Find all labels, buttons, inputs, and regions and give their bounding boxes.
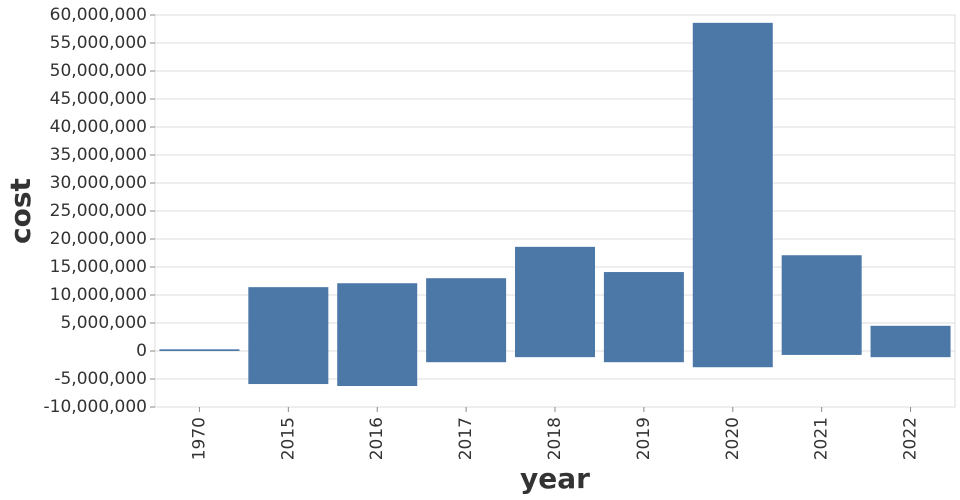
y-tick-label: 10,000,000 <box>50 285 147 305</box>
y-tick-label: 40,000,000 <box>50 117 147 137</box>
bar <box>603 272 684 351</box>
y-tick-label: 20,000,000 <box>50 229 147 249</box>
bar <box>337 283 418 351</box>
y-tick-label: 15,000,000 <box>50 257 147 277</box>
bar <box>692 22 773 352</box>
bar <box>248 351 329 385</box>
bar <box>426 351 507 363</box>
bar <box>870 351 951 358</box>
bar <box>159 349 240 351</box>
y-tick-label: -10,000,000 <box>44 397 147 417</box>
y-tick-label: 45,000,000 <box>50 89 147 109</box>
bar <box>870 325 951 351</box>
y-tick-label: 35,000,000 <box>50 145 147 165</box>
y-tick-label: 50,000,000 <box>50 61 147 81</box>
x-tick-label: 2017 <box>456 417 476 460</box>
bar <box>603 351 684 363</box>
x-tick-label: 2019 <box>634 417 654 460</box>
y-tick-label: 0 <box>136 341 147 361</box>
x-tick-label: 2016 <box>367 417 387 460</box>
x-tick-label: 2021 <box>812 417 832 460</box>
y-tick-label: 25,000,000 <box>50 201 147 221</box>
y-tick-label: 30,000,000 <box>50 173 147 193</box>
x-tick-label: 2015 <box>278 417 298 460</box>
bar <box>337 351 418 386</box>
x-tick-label: 2020 <box>723 417 743 460</box>
y-tick-label: 55,000,000 <box>50 33 147 53</box>
y-tick-label: 60,000,000 <box>50 5 147 25</box>
x-tick-label: 2018 <box>545 417 565 460</box>
bar <box>781 351 862 355</box>
bar <box>692 351 773 368</box>
x-axis-title: year <box>520 462 590 495</box>
bar <box>426 278 507 351</box>
y-tick-label: -5,000,000 <box>54 369 147 389</box>
bar <box>781 255 862 351</box>
x-tick-label: 2022 <box>901 417 921 460</box>
y-axis-title: cost <box>4 178 37 244</box>
y-tick-label: 5,000,000 <box>60 313 147 333</box>
bar <box>248 287 329 351</box>
bar <box>515 351 595 358</box>
x-tick-label: 1970 <box>189 417 209 460</box>
bar <box>515 246 595 351</box>
